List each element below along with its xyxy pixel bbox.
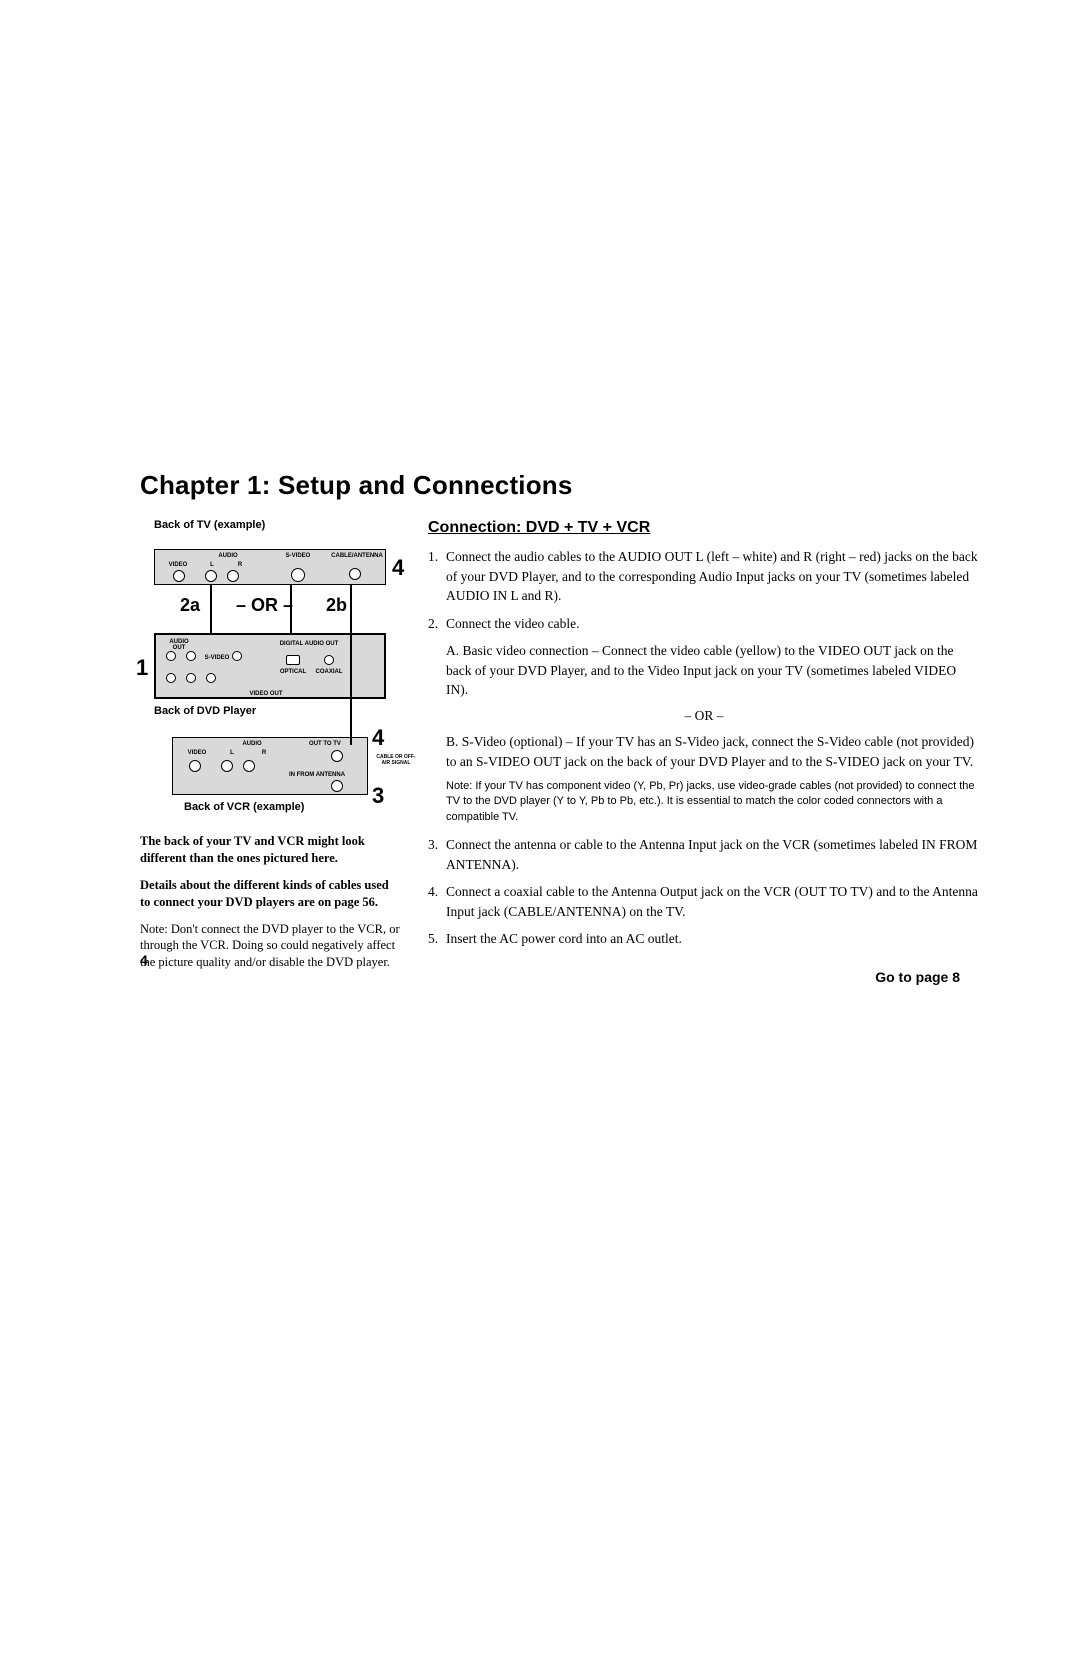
step-5-item: 5. Insert the AC power cord into an AC o… bbox=[428, 929, 980, 949]
label-coaxial: COAXIAL bbox=[314, 669, 344, 675]
page-number: 4 bbox=[140, 952, 148, 968]
dvd-pb-jack bbox=[186, 673, 196, 683]
left-note-1: The back of your TV and VCR might look d… bbox=[140, 833, 400, 867]
dvd-svideo-jack bbox=[232, 651, 242, 661]
goto-page-link: Go to page 8 bbox=[428, 969, 980, 985]
label-svideo: S-VIDEO bbox=[283, 553, 313, 559]
tv-antenna-jack bbox=[349, 568, 361, 580]
label-l: L bbox=[207, 562, 217, 568]
dvd-optical-jack bbox=[286, 655, 300, 665]
left-note-2: Details about the different kinds of cab… bbox=[140, 877, 400, 911]
dvd-audio-r-jack bbox=[186, 651, 196, 661]
vcr-video-jack bbox=[189, 760, 201, 772]
step-4a: 4 bbox=[392, 555, 404, 581]
label-audio-out: AUDIO OUT bbox=[164, 639, 194, 651]
step-3-item: 3. Connect the antenna or cable to the A… bbox=[428, 835, 980, 874]
step-1: 1 bbox=[136, 655, 148, 681]
dvd-y-jack bbox=[166, 673, 176, 683]
dvd-pr-jack bbox=[206, 673, 216, 683]
label-2b: 2b bbox=[326, 595, 347, 616]
vcr-audio-r-jack bbox=[243, 760, 255, 772]
label-vcr-video: VIDEO bbox=[185, 750, 209, 756]
label-cable-note: CABLE OR OFF-AIR SIGNAL bbox=[374, 755, 418, 766]
instruction-list-2: 3. Connect the antenna or cable to the A… bbox=[428, 835, 980, 949]
label-vcr-l: L bbox=[227, 750, 237, 756]
tv-audio-r-jack bbox=[227, 570, 239, 582]
step-1-text: Connect the audio cables to the AUDIO OU… bbox=[446, 547, 980, 606]
instruction-list: 1. Connect the audio cables to the AUDIO… bbox=[428, 547, 980, 633]
step-2-item: 2. Connect the video cable. bbox=[428, 614, 980, 634]
tv-svideo-jack bbox=[291, 568, 305, 582]
label-cable: CABLE/ANTENNA bbox=[331, 553, 383, 559]
dvd-coaxial-jack bbox=[324, 655, 334, 665]
step-3: 3 bbox=[372, 783, 384, 809]
step-3-num: 3. bbox=[428, 835, 446, 874]
manual-page: Chapter 1: Setup and Connections Back of… bbox=[0, 0, 1080, 1669]
label-digital: DIGITAL AUDIO OUT bbox=[274, 641, 344, 647]
step-4-text: Connect a coaxial cable to the Antenna O… bbox=[446, 882, 980, 921]
component-video-note: Note: If your TV has component video (Y,… bbox=[446, 779, 980, 825]
step-5-text: Insert the AC power cord into an AC outl… bbox=[446, 929, 980, 949]
step-5-num: 5. bbox=[428, 929, 446, 949]
label-2a: 2a bbox=[180, 595, 200, 616]
step-4-item: 4. Connect a coaxial cable to the Antenn… bbox=[428, 882, 980, 921]
left-column: Back of TV (example) AUDIO VIDEO L R S-V… bbox=[140, 519, 400, 985]
label-vcr-audio: AUDIO bbox=[237, 741, 267, 747]
cable-2a bbox=[210, 585, 212, 633]
step-2b-text: B. S-Video (optional) – If your TV has a… bbox=[446, 732, 980, 771]
label-video: VIDEO bbox=[167, 562, 189, 568]
label-vcr-r: R bbox=[259, 750, 269, 756]
label-dvd-svideo: S-VIDEO bbox=[204, 655, 230, 661]
left-note-3: Note: Don't connect the DVD player to th… bbox=[140, 921, 400, 972]
dvd-label: Back of DVD Player bbox=[154, 705, 256, 717]
vcr-in-from-ant-jack bbox=[331, 780, 343, 792]
dvd-audio-l-jack bbox=[166, 651, 176, 661]
two-column-layout: Back of TV (example) AUDIO VIDEO L R S-V… bbox=[140, 519, 980, 985]
step-4b: 4 bbox=[372, 725, 384, 751]
section-title: Connection: DVD + TV + VCR bbox=[428, 519, 980, 537]
step-2-num: 2. bbox=[428, 614, 446, 634]
step-1-num: 1. bbox=[428, 547, 446, 606]
right-column: Connection: DVD + TV + VCR 1. Connect th… bbox=[428, 519, 980, 985]
cable-2b bbox=[290, 585, 292, 633]
cable-4 bbox=[350, 585, 352, 745]
vcr-audio-l-jack bbox=[221, 760, 233, 772]
label-r: R bbox=[235, 562, 245, 568]
label-in-from-ant: IN FROM ANTENNA bbox=[285, 772, 349, 778]
label-video-out: VIDEO OUT bbox=[246, 691, 286, 697]
vcr-back-panel: AUDIO VIDEO L R OUT TO TV IN FROM ANTENN… bbox=[172, 737, 368, 795]
step-2a-text: A. Basic video connection – Connect the … bbox=[446, 641, 980, 700]
tv-label: Back of TV (example) bbox=[154, 519, 400, 531]
vcr-label: Back of VCR (example) bbox=[184, 801, 304, 813]
step-1-item: 1. Connect the audio cables to the AUDIO… bbox=[428, 547, 980, 606]
tv-video-jack bbox=[173, 570, 185, 582]
tv-audio-l-jack bbox=[205, 570, 217, 582]
connection-diagram: AUDIO VIDEO L R S-VIDEO CABLE/ANTENNA bbox=[140, 533, 400, 823]
label-out-to-tv: OUT TO TV bbox=[303, 741, 347, 747]
vcr-out-to-tv-jack bbox=[331, 750, 343, 762]
step-4-num: 4. bbox=[428, 882, 446, 921]
label-optical: OPTICAL bbox=[278, 669, 308, 675]
step-3-text: Connect the antenna or cable to the Ante… bbox=[446, 835, 980, 874]
step-2-text: Connect the video cable. bbox=[446, 614, 980, 634]
tv-back-panel: AUDIO VIDEO L R S-VIDEO CABLE/ANTENNA bbox=[154, 549, 386, 585]
label-or: – OR – bbox=[236, 595, 293, 616]
or-separator: – OR – bbox=[428, 708, 980, 724]
chapter-title: Chapter 1: Setup and Connections bbox=[140, 470, 980, 501]
label-audio: AUDIO bbox=[213, 553, 243, 559]
